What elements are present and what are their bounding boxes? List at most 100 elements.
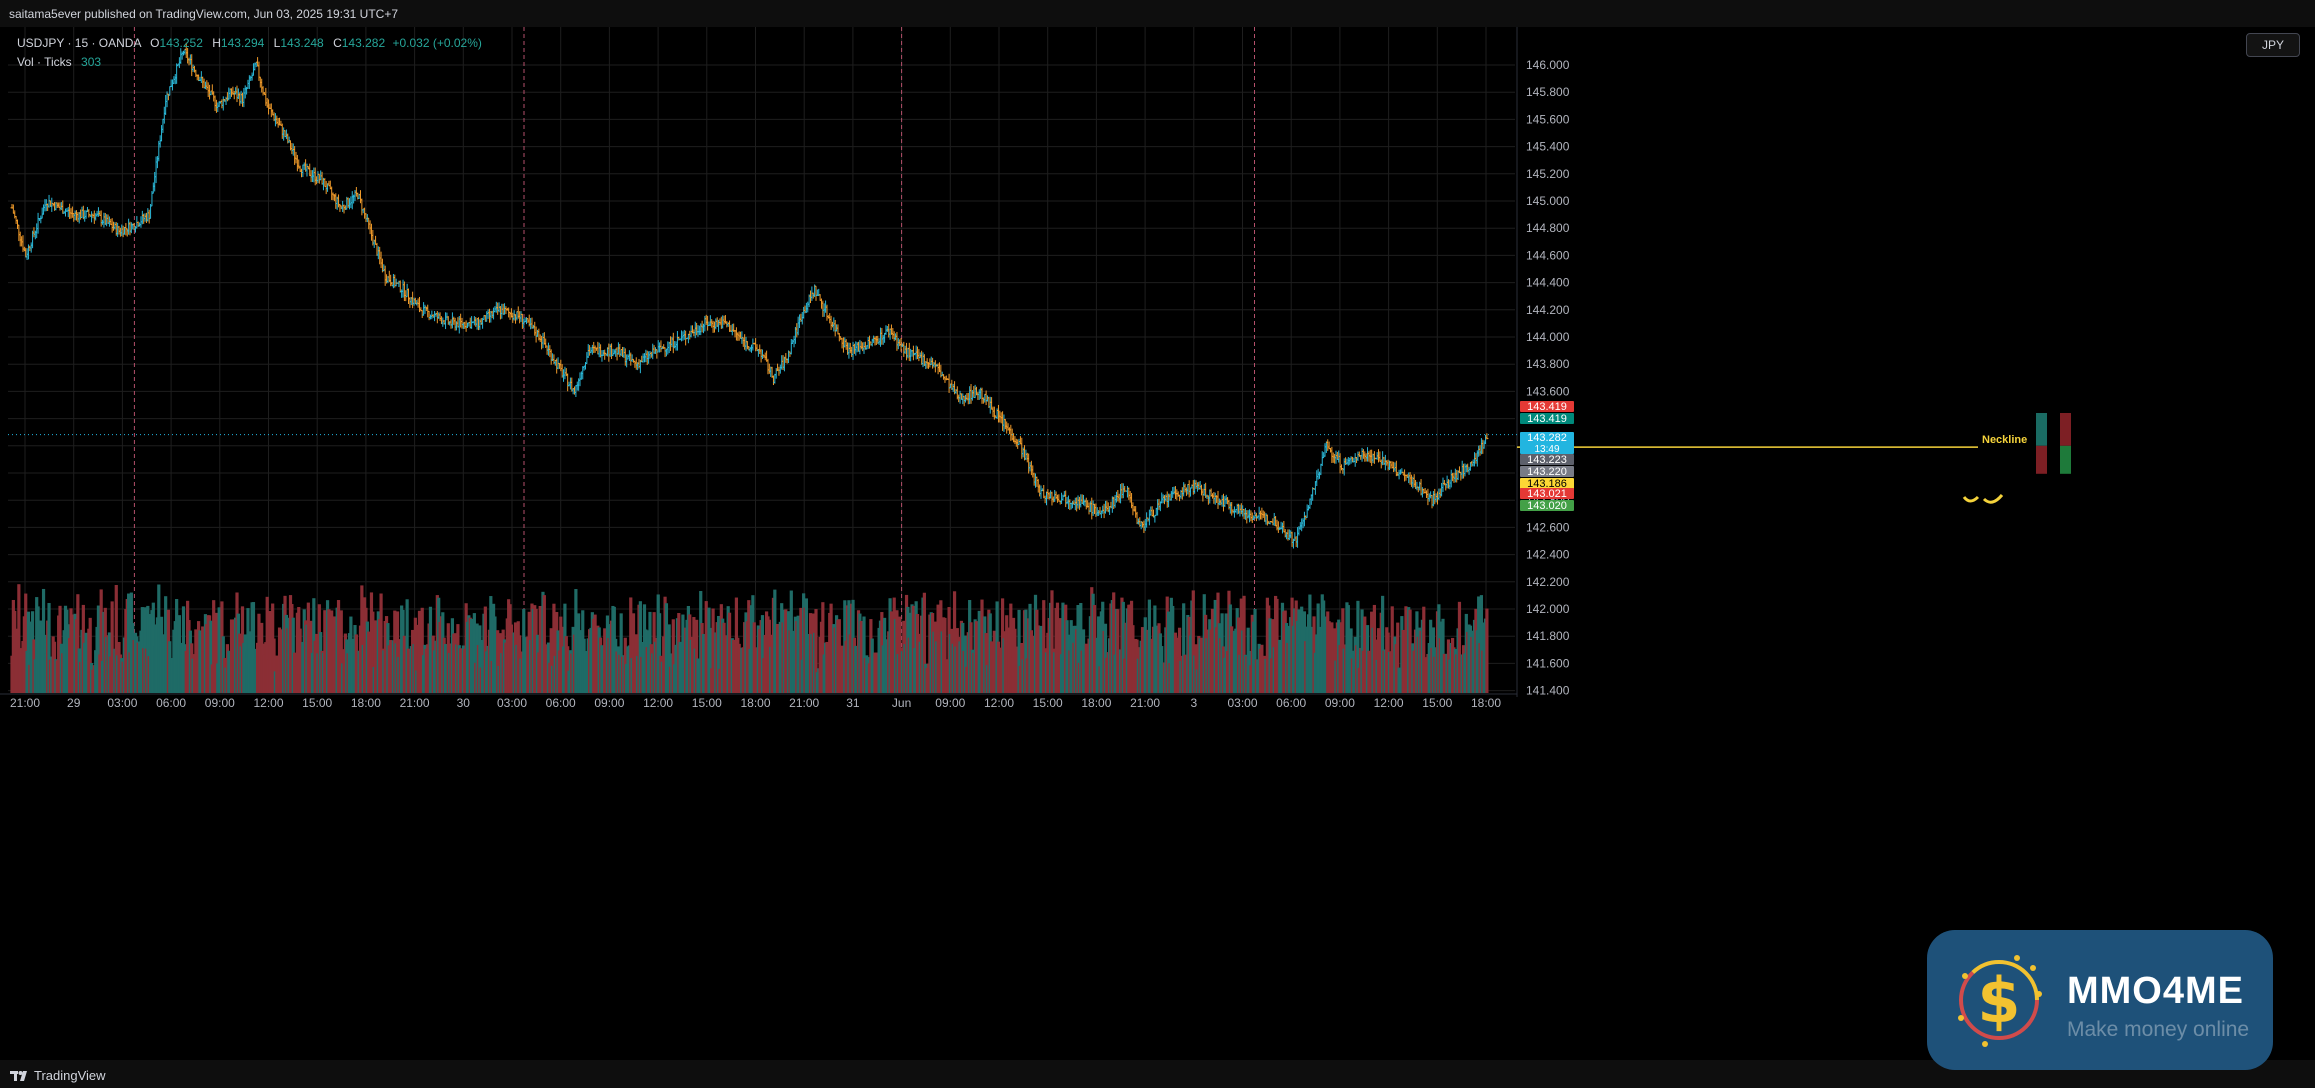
y-tick-label: 144.800 (1526, 221, 1570, 235)
open-value: 143.252 (159, 36, 203, 50)
volume-bar (711, 608, 715, 693)
volume-bar (549, 628, 553, 693)
chart-legend: USDJPY · 15 · OANDA O143.252 H143.294 L1… (17, 34, 482, 72)
volume-bar (667, 624, 671, 693)
drawing-mark[interactable] (1982, 494, 2004, 504)
volume-bar (859, 620, 863, 693)
volume-bar (1230, 626, 1234, 693)
x-tick-label: 12:00 (984, 696, 1014, 710)
footer-bar: TradingView (0, 1060, 2315, 1088)
x-tick-label: 15:00 (1422, 696, 1452, 710)
position-box-loss[interactable] (2036, 445, 2047, 474)
volume-bar (114, 584, 118, 693)
price-axis-label-text: 143.020 (1527, 500, 1567, 512)
position-box-profit[interactable] (2036, 413, 2047, 446)
y-tick-label: 142.600 (1526, 520, 1570, 534)
volume-bar (1275, 598, 1279, 693)
volume-bar (379, 593, 383, 693)
x-tick-label: 18:00 (1471, 696, 1501, 710)
chart-area[interactable]: 146.000 145.800 145.600 145.400 145.200 145.0… (0, 27, 2315, 1063)
change-value: +0.032 (+0.02%) (392, 36, 482, 50)
volume-bar (472, 613, 476, 693)
volume-bar (1253, 609, 1257, 693)
position-box-profit[interactable] (2060, 445, 2071, 474)
volume-bar (483, 606, 487, 693)
volume-bar (538, 605, 542, 693)
volume-bar (17, 584, 21, 693)
y-tick-label: 145.200 (1526, 167, 1570, 181)
x-tick-label: 31 (846, 696, 860, 710)
x-tick-label: Jun (892, 696, 911, 710)
x-tick-label: 09:00 (594, 696, 624, 710)
volume-bar (214, 612, 219, 693)
y-tick-label: 145.000 (1526, 194, 1570, 208)
volume-bar (146, 605, 150, 693)
position-box-loss[interactable] (2060, 413, 2071, 446)
tradingview-logo-icon (10, 1070, 27, 1081)
volume-bar (1381, 595, 1385, 693)
price-axis-label[interactable] (1520, 466, 1574, 477)
currency-button[interactable]: JPY (2246, 33, 2300, 57)
ohlc-row: USDJPY · 15 · OANDA O143.252 H143.294 L1… (17, 34, 482, 53)
volume-label[interactable]: Vol · Ticks (17, 55, 72, 69)
volume-bar (110, 601, 114, 693)
price-axis-label[interactable] (1520, 488, 1574, 499)
price-axis-label[interactable] (1520, 401, 1574, 412)
volume-bar (760, 615, 765, 693)
publish-info: saitama5ever published on TradingView.co… (9, 7, 399, 21)
volume-bar (1166, 611, 1171, 693)
volume-bar (360, 585, 364, 693)
y-tick-label: 142.400 (1526, 548, 1570, 562)
volume-row: Vol · Ticks 303 (17, 53, 482, 72)
price-axis-label-text: 143.220 (1527, 466, 1567, 478)
volume-bar (1097, 616, 1101, 693)
volume-bar (984, 633, 988, 693)
volume-bar (265, 596, 269, 693)
volume-bar (727, 612, 732, 693)
volume-bar (1182, 603, 1186, 693)
y-tick-label: 144.600 (1526, 248, 1570, 262)
volume-bar (695, 619, 699, 693)
y-tick-label: 143.600 (1526, 384, 1570, 398)
x-tick-label: 18:00 (1081, 696, 1111, 710)
y-tick-label: 143.800 (1526, 357, 1570, 371)
symbol-label[interactable]: USDJPY · 15 · OANDA (17, 36, 141, 50)
volume-bar (420, 607, 424, 693)
neckline-label[interactable]: Neckline (1982, 434, 2027, 446)
price-axis-label-text: 143.419 (1527, 413, 1567, 425)
y-tick-label: 144.400 (1526, 276, 1570, 290)
drawing-mark[interactable] (1962, 495, 1980, 503)
price-chart[interactable]: 146.000 145.800 145.600 145.400 145.200 145.0… (0, 27, 2315, 1063)
volume-bar (76, 594, 80, 693)
volume-bar (1121, 601, 1125, 693)
volume-bar (752, 622, 756, 693)
price-axis-label[interactable] (1520, 500, 1574, 511)
volume-bar (1408, 609, 1412, 693)
x-tick-label: 15:00 (302, 696, 332, 710)
volume-bar (496, 630, 500, 693)
volume-bar (26, 611, 31, 693)
volume-bar (1390, 606, 1394, 693)
tradingview-brand[interactable]: TradingView (10, 1068, 106, 1083)
volume-bar (251, 602, 256, 693)
volume-bar (47, 603, 51, 693)
volume-bar (1131, 625, 1135, 693)
volume-bar (773, 589, 777, 693)
volume-bar (1009, 603, 1013, 693)
volume-bar (1076, 605, 1080, 693)
price-axis-label[interactable] (1520, 454, 1574, 465)
volume-bar (1042, 600, 1046, 693)
countdown-label: 13:49 (1534, 444, 1559, 455)
price-axis-label[interactable] (1520, 413, 1574, 424)
watermark-badge: $ MMO4ME Make money online (1927, 930, 2273, 1070)
y-tick-label: 145.400 (1526, 140, 1570, 154)
volume-bar (1401, 629, 1405, 693)
x-tick-label: 3 (1190, 696, 1197, 710)
volume-bar (1084, 643, 1088, 693)
y-tick-label: 145.600 (1526, 112, 1570, 126)
volume-bar (1153, 605, 1157, 693)
volume-bar (1356, 600, 1360, 693)
volume-bar (1422, 606, 1426, 693)
price-axis-label[interactable] (1520, 478, 1574, 489)
price-axis-label[interactable] (1520, 432, 1574, 454)
